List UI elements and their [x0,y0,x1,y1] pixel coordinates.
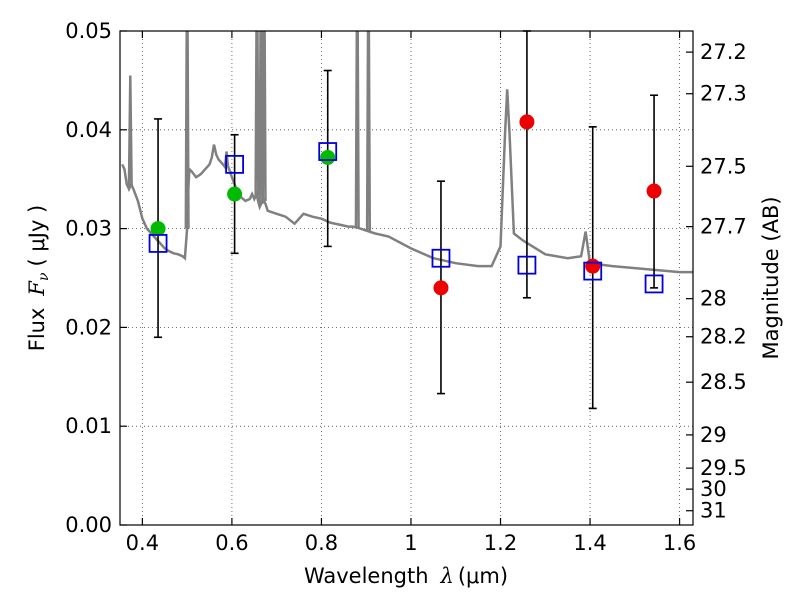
emission-line-spike [184,31,190,229]
emission-line-spike [127,75,133,187]
emission-line-spike [354,31,360,228]
y-tick-label: 0.04 [65,118,112,142]
mag-tick-label: 27.5 [700,154,747,178]
x-tick-label: 1.2 [484,531,517,555]
mag-tick-label: 31 [700,499,727,523]
x-axis-title: Wavelength λ (μm) [304,564,508,588]
model-spectrum-line [121,89,693,274]
x-axis-label: Wavelength [304,564,429,588]
model-photometry-point [148,234,168,253]
model-photometry-point [318,142,338,161]
y-tick-label: 0.01 [65,414,112,438]
mag-tick-label: 27.7 [700,215,747,239]
data-point [150,221,166,237]
data-point [646,183,662,199]
data-point [227,186,243,202]
y-axis-label: Flux [25,308,49,352]
x-tick-label: 0.4 [126,531,159,555]
axis-ticks: 0.4 0.6 0.8 1 1.2 1.4 1.6 0.00 0.01 0.02 0.03 0.04 0… [65,19,747,555]
emission-line-spike [261,31,267,201]
model-photometry-point [431,248,451,268]
mag-tick-label: 29 [700,423,727,447]
y-axis-symbol: F [25,280,49,297]
mag-tick-label: 29.5 [700,456,747,480]
mag-tick-label: 28.2 [700,325,747,349]
model-photometry-point [225,154,245,174]
mag-tick-label: 30 [700,477,727,501]
error-bars [154,30,659,410]
y-tick-label: 0.05 [65,19,112,43]
y-tick-label: 0.02 [65,315,112,339]
model-spectrum [121,31,693,274]
x-tick-label: 1 [404,531,417,555]
y-axis-unit: ( μJy ) [25,205,49,267]
mag-tick-label: 28.5 [700,370,747,394]
y-tick-label: 0.00 [65,513,112,537]
mag-tick-label: 28 [700,287,727,311]
y2-axis-title: Magnitude (AB) [759,196,783,359]
x-tick-label: 1.6 [663,531,696,555]
emission-line-spike [258,31,264,204]
data-point [433,280,449,296]
mag-tick-label: 27.2 [700,40,747,64]
data-point [320,149,336,165]
data-point [585,258,601,274]
x-tick-label: 0.6 [215,531,248,555]
data-markers [148,114,664,296]
mag-tick-label: 27.3 [700,82,747,106]
y-tick-label: 0.03 [65,217,112,241]
x-tick-label: 1.4 [573,531,606,555]
y-axis-subscript: ν [36,272,52,281]
emission-line-spike [254,31,260,197]
x-tick-label: 0.8 [305,531,338,555]
model-photometry-point [517,255,537,275]
x-axis-symbol: λ [440,564,454,588]
emission-line-spike [365,31,372,232]
grid [120,30,693,526]
plot-frame [119,30,694,526]
x-axis-unit: (μm) [458,564,508,588]
data-point [519,114,535,130]
y-axis-title: Flux Fν ( μJy ) [25,205,52,351]
model-photometry-point [583,261,603,281]
model-photometry-point [644,274,664,294]
